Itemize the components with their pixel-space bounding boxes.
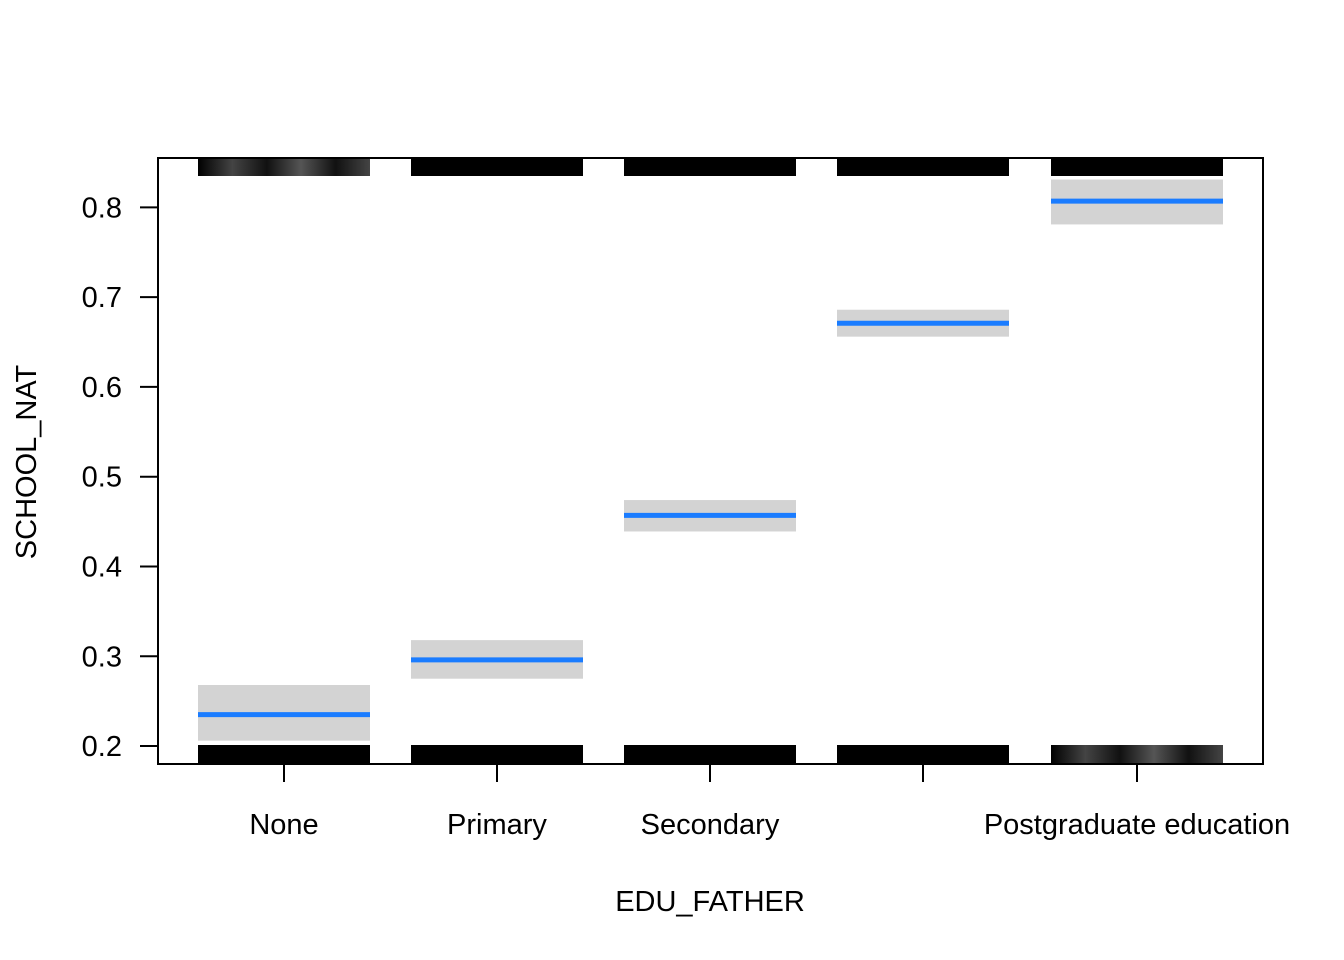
y-tick-label: 0.6 (82, 372, 122, 404)
y-tick-label: 0.8 (82, 192, 122, 224)
estimate-lines (198, 198, 1223, 718)
y-axis: 0.2 0.3 0.4 0.5 0.6 0.7 0.8 (82, 192, 159, 763)
rug-bottom (837, 745, 1009, 764)
rug-bottom (411, 745, 583, 764)
x-tick-label: Secondary (641, 809, 780, 841)
y-tick-label: 0.2 (82, 731, 122, 763)
rug-top (1051, 158, 1223, 176)
rug-marks (198, 158, 1223, 764)
rug-bottom (624, 745, 796, 764)
y-tick-label: 0.5 (82, 462, 122, 494)
rug-bottom (1051, 745, 1223, 764)
rug-bottom (198, 745, 370, 764)
y-tick-label: 0.4 (82, 551, 122, 583)
y-tick-label: 0.7 (82, 282, 122, 314)
x-tick-label: Postgraduate education (984, 809, 1290, 841)
x-axis-title: EDU_FATHER (615, 886, 805, 918)
y-axis-title: SCHOOL_NAT (11, 364, 43, 559)
rug-top (624, 158, 796, 176)
rug-top (198, 158, 370, 176)
plot-frame (157, 157, 1264, 765)
x-tick-label: None (249, 809, 318, 841)
y-tick-label: 0.3 (82, 641, 122, 673)
confidence-bands (198, 179, 1223, 741)
x-axis: None Primary Secondary Postgraduate educati… (249, 764, 1290, 841)
x-tick-label: Primary (447, 809, 547, 841)
rug-top (837, 158, 1009, 176)
rug-top (411, 158, 583, 176)
